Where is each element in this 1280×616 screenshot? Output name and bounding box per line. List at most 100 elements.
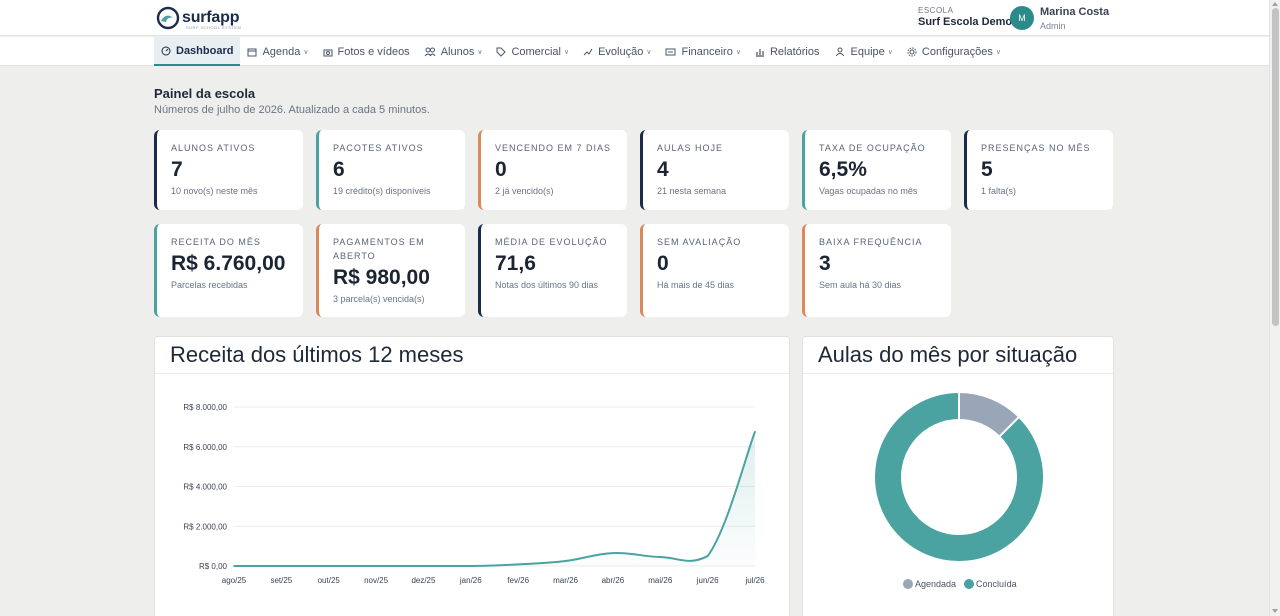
scroll-up-arrow[interactable] xyxy=(1272,2,1278,6)
page-subtitle: Números de julho de 2026. Atualizado a c… xyxy=(154,104,430,116)
user-menu[interactable]: Marina Costa Admin xyxy=(1040,6,1109,31)
y-tick-label: R$ 2.000,00 xyxy=(183,522,227,531)
money-icon xyxy=(665,47,676,57)
page-title: Painel da escola xyxy=(154,86,256,101)
stat-card-value: R$ 6.760,00 xyxy=(171,252,286,275)
x-tick-label: ago/25 xyxy=(222,576,247,585)
camera-icon xyxy=(323,47,333,57)
revenue-point xyxy=(470,565,472,567)
nav-item-configuracoes[interactable]: Configurações ∨ xyxy=(900,38,1008,66)
users-icon xyxy=(424,47,436,57)
chevron-down-icon: ∨ xyxy=(477,48,483,56)
scroll-down-arrow[interactable] xyxy=(1272,609,1278,613)
x-tick-label: set/25 xyxy=(270,576,292,585)
nav-item-dashboard[interactable]: Dashboard xyxy=(154,37,241,66)
school-info: ESCOLA Surf Escola Demo xyxy=(918,6,1012,28)
stat-card-value: 7 xyxy=(171,158,183,181)
nav-item-label: Relatórios xyxy=(769,45,820,58)
stat-card-note: 1 falta(s) xyxy=(981,186,1017,196)
stat-card-note: 3 parcela(s) vencida(s) xyxy=(333,294,425,304)
revenue-panel: Receita dos últimos 12 meses R$ 0,00 R$ 2… xyxy=(154,336,790,616)
scroll-thumb[interactable] xyxy=(1272,8,1279,326)
bar-chart-icon xyxy=(755,47,765,57)
classes-panel-title: Aulas do mês por situação xyxy=(803,337,1113,374)
x-tick-label: abr/26 xyxy=(602,576,625,585)
revenue-point xyxy=(280,565,283,567)
nav-item-equipe[interactable]: Equipe ∨ xyxy=(827,38,900,66)
classes-donut-chart xyxy=(873,390,1045,563)
nav-item-relatorios[interactable]: Relatórios xyxy=(748,38,827,66)
stat-card-label: Receita do mês xyxy=(171,237,261,247)
stat-card-value: 5 xyxy=(981,158,993,181)
legend-swatch xyxy=(903,579,913,589)
chevron-down-icon: ∨ xyxy=(735,48,741,56)
legend-swatch xyxy=(964,579,975,589)
stat-card: Vencendo em 7 dias 0 2 já vencido(s) xyxy=(478,130,627,210)
legend-item[interactable]: Concluída xyxy=(964,579,1017,589)
stat-card-value: 71,6 xyxy=(495,252,536,275)
stat-card-note: Parcelas recebidas xyxy=(171,280,248,290)
nav-item-alunos[interactable]: Alunos ∨ xyxy=(417,38,490,66)
nav-item-label: Dashboard xyxy=(176,44,234,57)
revenue-point xyxy=(422,565,425,567)
revenue-point xyxy=(375,565,377,567)
stat-card-value: 6 xyxy=(333,158,345,181)
revenue-point xyxy=(327,565,330,567)
stat-card-label: Taxa de ocupação xyxy=(819,143,926,153)
stat-card-note: 21 nesta semana xyxy=(657,186,727,196)
revenue-point xyxy=(612,552,614,554)
main-nav: Dashboard Agenda ∨ Fotos e vídeos Alunos ∨ Com… xyxy=(0,37,1269,66)
logo[interactable]: surfapp SURF SCHOOL SYSTEM xyxy=(156,6,241,30)
school-name: Surf Escola Demo xyxy=(918,16,1013,28)
legend-label: Agendada xyxy=(915,579,957,589)
revenue-area xyxy=(234,431,755,566)
stat-card-value: 6,5% xyxy=(819,158,867,181)
nav-item-label: Fotos e vídeos xyxy=(337,45,410,58)
y-tick-label: R$ 0,00 xyxy=(199,562,228,571)
stat-card-note: Notas dos últimos 90 dias xyxy=(495,280,599,290)
chevron-down-icon: ∨ xyxy=(646,48,652,56)
legend-label: Concluída xyxy=(976,579,1017,589)
stat-card-note: 19 crédito(s) disponíveis xyxy=(333,186,431,196)
nav-item-evolucao[interactable]: Evolução ∨ xyxy=(576,38,658,66)
chevron-down-icon: ∨ xyxy=(887,48,893,56)
nav-item-label: Evolução xyxy=(598,45,644,58)
revenue-point xyxy=(564,560,567,562)
stat-card-value: 4 xyxy=(657,158,669,181)
nav-item-comercial[interactable]: Comercial ∨ xyxy=(489,38,576,66)
stat-card-note: Vagas ocupadas no mês xyxy=(819,186,918,196)
x-tick-label: fev/26 xyxy=(507,576,529,585)
stat-card: Alunos ativos 7 10 novo(s) neste mês xyxy=(154,130,303,210)
brand-name: surfapp xyxy=(182,9,240,26)
chevron-down-icon: ∨ xyxy=(303,48,309,56)
stat-card: Pagamentos em aberto R$ 980,00 3 parcela(s… xyxy=(316,224,465,317)
x-tick-label: mar/26 xyxy=(553,576,578,585)
revenue-point xyxy=(517,563,519,566)
stat-card: Presenças no mês 5 1 falta(s) xyxy=(964,130,1113,210)
stat-card-note: Há mais de 45 dias xyxy=(657,280,735,290)
nav-item-fotos-e-videos[interactable]: Fotos e vídeos xyxy=(316,38,417,66)
stat-card: Aulas hoje 4 21 nesta semana xyxy=(640,130,789,210)
stat-card: Pacotes ativos 6 19 crédito(s) disponíveis xyxy=(316,130,465,210)
nav-item-financeiro[interactable]: Financeiro ∨ xyxy=(658,38,747,66)
stat-card-label: Média de evolução xyxy=(495,237,608,247)
avatar[interactable]: M xyxy=(1010,6,1034,30)
x-tick-label: jun/26 xyxy=(696,576,719,585)
legend-item[interactable]: Agendada xyxy=(903,579,956,589)
chevron-down-icon: ∨ xyxy=(995,48,1001,56)
stat-card: Taxa de ocupação 6,5% Vagas ocupadas no mê… xyxy=(802,130,951,210)
nav-item-agenda[interactable]: Agenda ∨ xyxy=(240,38,315,66)
stat-card: Receita do mês R$ 6.760,00 Parcelas recebi… xyxy=(154,224,303,317)
nav-item-label: Equipe xyxy=(850,45,885,58)
stat-card-label: Alunos ativos xyxy=(171,143,256,153)
stat-card-note: 10 novo(s) neste mês xyxy=(171,186,258,196)
scrollbar[interactable] xyxy=(1269,0,1280,616)
gear-icon xyxy=(907,47,917,57)
donut-legend: Agendada Concluída xyxy=(903,579,1017,589)
nav-item-label: Configurações xyxy=(921,45,993,58)
brand-tagline: SURF SCHOOL SYSTEM xyxy=(186,25,242,30)
revenue-panel-title: Receita dos últimos 12 meses xyxy=(155,337,789,374)
trend-icon xyxy=(583,47,593,57)
gauge-icon xyxy=(161,46,171,56)
stat-card-value: 3 xyxy=(819,252,831,275)
